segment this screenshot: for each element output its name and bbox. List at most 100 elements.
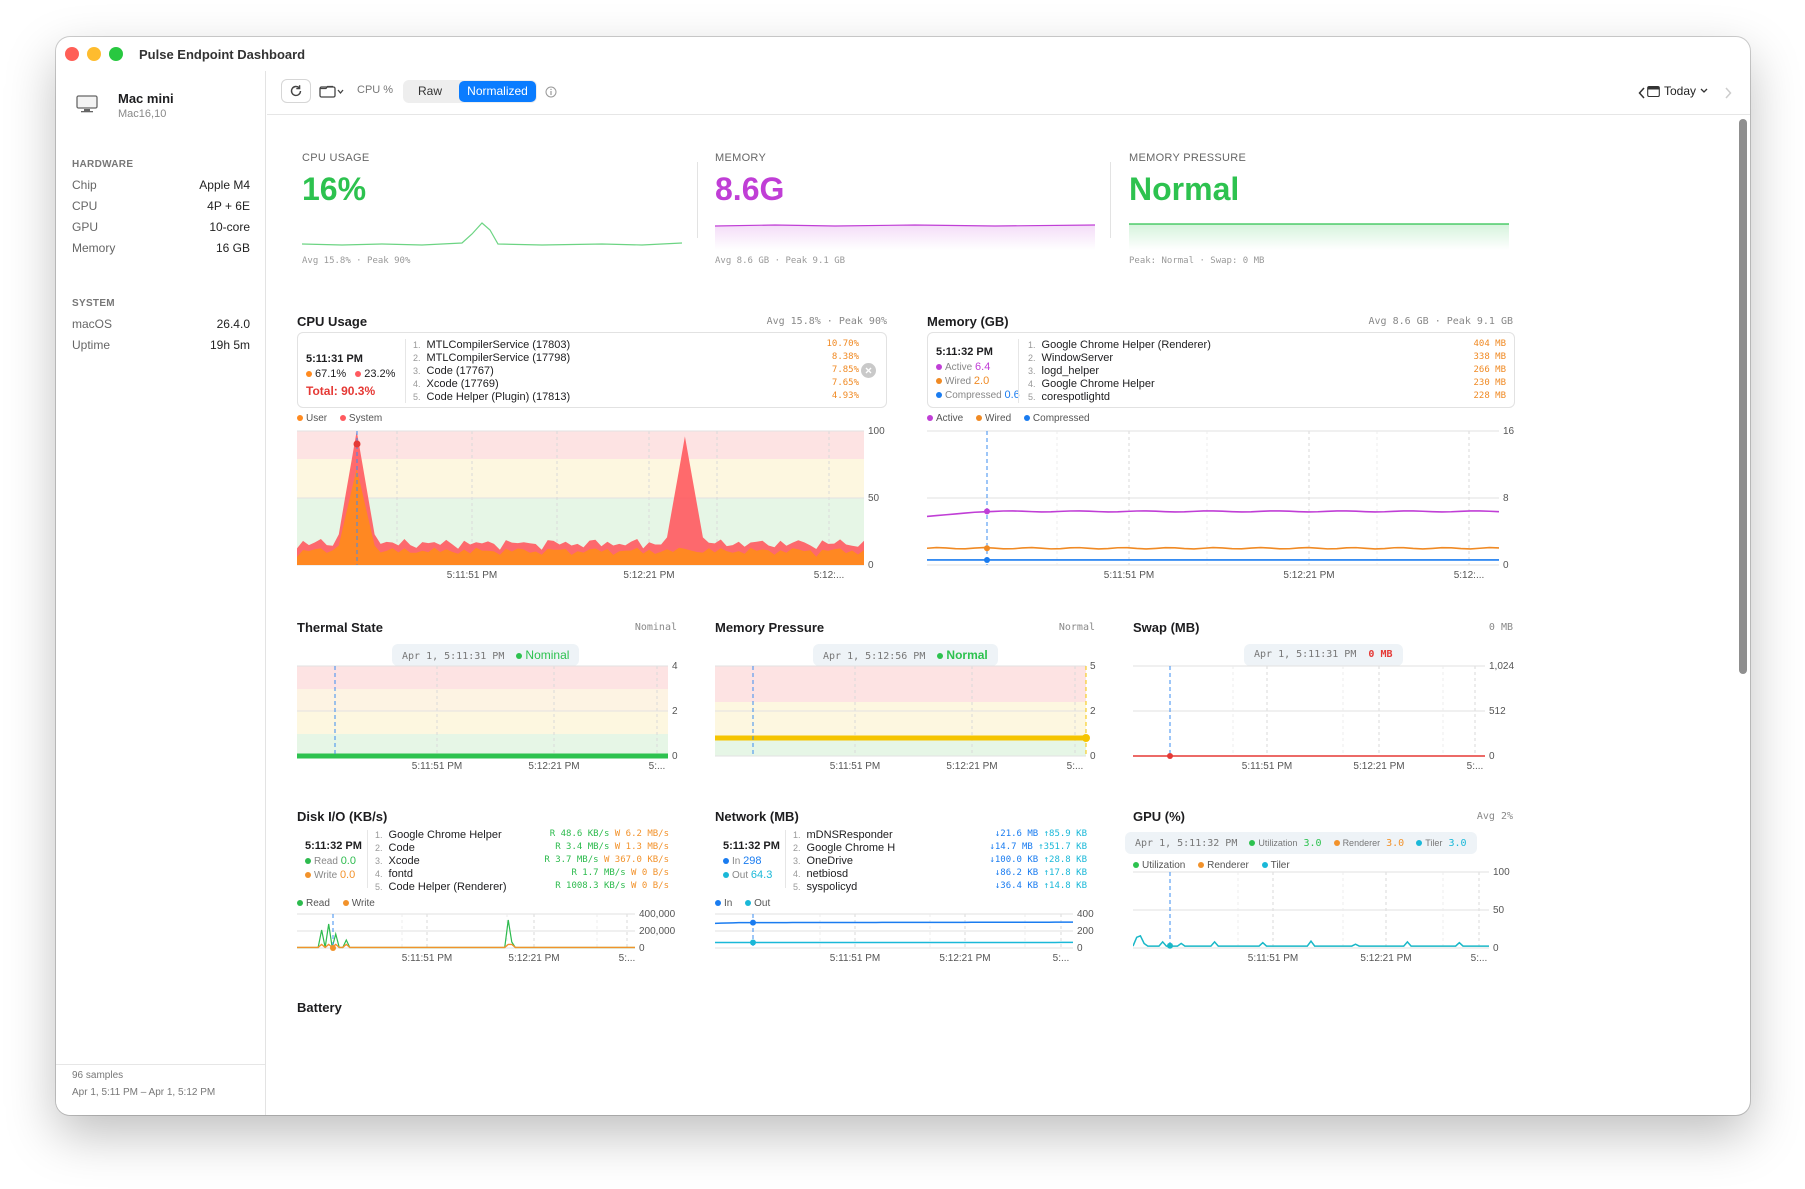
legend-renderer: Renderer xyxy=(1198,860,1249,871)
process-rank: 2. xyxy=(1028,353,1036,363)
app-window: Pulse Endpoint Dashboard Mac mini Mac16,… xyxy=(56,37,1750,1115)
tooltip-wired: Wired 2.0 xyxy=(936,375,989,387)
close-tooltip-button[interactable] xyxy=(861,363,876,378)
process-rank: 5. xyxy=(375,882,383,892)
y-tick-label: 2 xyxy=(1090,706,1096,717)
process-io: R 3.7 MB/s W 367.0 KB/s xyxy=(544,855,669,865)
zoom-window-button[interactable] xyxy=(109,47,123,61)
tooltip-divider xyxy=(367,830,368,888)
export-menu-button[interactable] xyxy=(317,79,347,103)
sidebar-footer: 96 samples Apr 1, 5:11 PM – Apr 1, 5:12 … xyxy=(72,1067,215,1101)
normalized-option[interactable]: Normalized xyxy=(459,81,536,102)
system-pct: 23.2% xyxy=(364,368,396,380)
tooltip-divider xyxy=(405,339,406,403)
x-tick-label: 5:12:21 PM xyxy=(528,761,579,772)
pressure-card-title: Memory Pressure xyxy=(715,620,825,635)
raw-option[interactable]: Raw xyxy=(417,84,442,98)
process-rank: 5. xyxy=(793,882,801,892)
hardware-value: Apple M4 xyxy=(199,178,250,192)
thermal-card-title: Thermal State xyxy=(297,620,383,635)
date-picker[interactable]: Today xyxy=(1647,84,1708,98)
process-row: 2. MTLCompilerService (17798) 8.38% xyxy=(413,352,859,365)
process-rank: 4. xyxy=(413,379,421,389)
process-write: W 1.3 MB/s xyxy=(609,842,669,852)
process-value: 7.65% xyxy=(831,378,859,388)
sidebar-footer-divider xyxy=(56,1064,265,1065)
process-read: R 48.6 KB/s xyxy=(549,829,610,839)
process-down: ↓14.7 MB xyxy=(989,842,1033,852)
summary-foot: Avg 8.6 GB · Peak 9.1 GB xyxy=(715,256,846,266)
summary-value: 16% xyxy=(302,171,367,207)
process-down: ↓21.6 MB xyxy=(994,829,1039,839)
swap-chart[interactable]: 1,024 512 0 5:11:51 PM 5:12:21 PM 5:... xyxy=(1133,656,1523,778)
system-value: 26.4.0 xyxy=(216,317,250,331)
legend-wired: Wired xyxy=(976,413,1011,424)
summary-label: CPU USAGE xyxy=(302,152,370,164)
x-tick-label: 5:12:21 PM xyxy=(623,570,674,581)
pressure-chart[interactable]: 5 2 0 5:11:51 PM 5:12:21 PM 5:... xyxy=(715,656,1105,778)
process-row: 2. Google Chrome H ↓14.7 MB ↑351.7 KB xyxy=(793,842,1087,855)
tooltip-compressed: Compressed 0.6 xyxy=(936,389,1020,401)
process-row: 5. Code Helper (Renderer) R 1008.3 KB/s W … xyxy=(375,881,669,894)
gpu-legend: Utilization Renderer Tiler xyxy=(1133,860,1300,871)
process-name: netbiosd xyxy=(806,868,849,880)
tooltip-total: Total: 90.3% xyxy=(306,384,376,398)
swap-pill: Apr 1, 5:11:31 PM 0 MB xyxy=(1244,644,1403,666)
hardware-value: 10-core xyxy=(209,220,250,234)
hardware-row-chip: Chip Apple M4 xyxy=(72,178,250,194)
series-wired xyxy=(927,546,1500,550)
process-row: 1. Google Chrome Helper (Renderer) 404 MB xyxy=(1028,339,1506,352)
process-name: Code Helper (Plugin) (17813) xyxy=(426,391,571,403)
zone-band xyxy=(297,711,668,734)
legend-compressed: Compressed xyxy=(1023,413,1090,424)
pressure-sparkline xyxy=(1129,223,1509,250)
hardware-row-memory: Memory 16 GB xyxy=(72,241,250,257)
vertical-scrollbar[interactable] xyxy=(1739,119,1747,674)
cpu-chart[interactable]: 100 50 0 5:11:51 PM 5:12:21 PM 5:12:... xyxy=(297,421,917,591)
legend-in: In xyxy=(715,898,732,909)
process-row: 5. corespotlightd 228 MB xyxy=(1028,391,1506,404)
process-name: Xcode (17769) xyxy=(426,378,499,390)
gpu-chart[interactable]: 100 50 0 5:11:51 PM 5:12:21 PM 5:... xyxy=(1133,868,1523,968)
process-rank: 5. xyxy=(413,392,421,402)
swap-card-meta: 0 MB xyxy=(1488,622,1513,633)
tooltip-time: 5:11:32 PM xyxy=(936,346,993,358)
process-rank: 5. xyxy=(1028,392,1036,402)
info-icon[interactable] xyxy=(545,86,557,98)
close-window-button[interactable] xyxy=(65,47,79,61)
chevron-down-icon xyxy=(1700,88,1708,93)
tooltip-divider xyxy=(785,830,786,888)
x-tick-label: 5:11:51 PM xyxy=(412,761,462,772)
pressure-pill: Apr 1, 5:12:56 PM Normal xyxy=(813,644,998,666)
series-active xyxy=(927,510,1500,518)
battery-card-title: Battery xyxy=(297,1000,342,1015)
y-tick-label: 100 xyxy=(868,426,885,437)
minimize-window-button[interactable] xyxy=(87,47,101,61)
next-day-icon[interactable] xyxy=(1724,87,1732,99)
thermal-pill: Apr 1, 5:11:31 PM Nominal xyxy=(392,644,580,666)
close-icon xyxy=(865,367,872,374)
process-up: ↑14.8 KB xyxy=(1038,881,1087,891)
legend-active: Active xyxy=(927,413,963,424)
process-value: 7.85% xyxy=(831,365,859,375)
hover-point xyxy=(1167,753,1173,759)
legend-tiler: Tiler xyxy=(1261,860,1290,871)
series-read xyxy=(297,919,635,949)
network-chart[interactable]: 400 200 0 5:11:51 PM 5:12:21 PM 5:... xyxy=(715,908,1105,968)
system-row-macos: macOS 26.4.0 xyxy=(72,317,250,333)
hardware-row-cpu: CPU 4P + 6E xyxy=(72,199,250,215)
tooltip-active: Active 6.4 xyxy=(936,361,990,373)
process-traffic: ↓14.7 MB ↑351.7 KB xyxy=(989,842,1087,852)
hover-point-active xyxy=(984,508,990,515)
memory-chart[interactable]: 16 8 0 5:11:51 PM 5:12:21 PM 5:12:... xyxy=(927,421,1517,591)
process-row: 3. logd_helper 266 MB xyxy=(1028,365,1506,378)
process-name: syspolicyd xyxy=(806,881,858,893)
thermal-chart[interactable]: 4 2 0 5:11:51 PM 5:12:21 PM 5:... xyxy=(297,656,687,778)
process-io: R 3.4 MB/s W 1.3 MB/s xyxy=(555,842,669,852)
refresh-button[interactable] xyxy=(281,79,311,103)
process-value: 338 MB xyxy=(1473,352,1506,362)
previous-day-icon[interactable] xyxy=(1638,87,1646,99)
y-tick-label: 4 xyxy=(672,661,678,672)
summary-pressure: MEMORY PRESSURE Normal Peak: Normal · Sw… xyxy=(1129,116,1509,268)
disk-chart[interactable]: 400,000 200,000 0 5:11:51 PM 5:12:21 PM 5:... xyxy=(297,908,687,968)
